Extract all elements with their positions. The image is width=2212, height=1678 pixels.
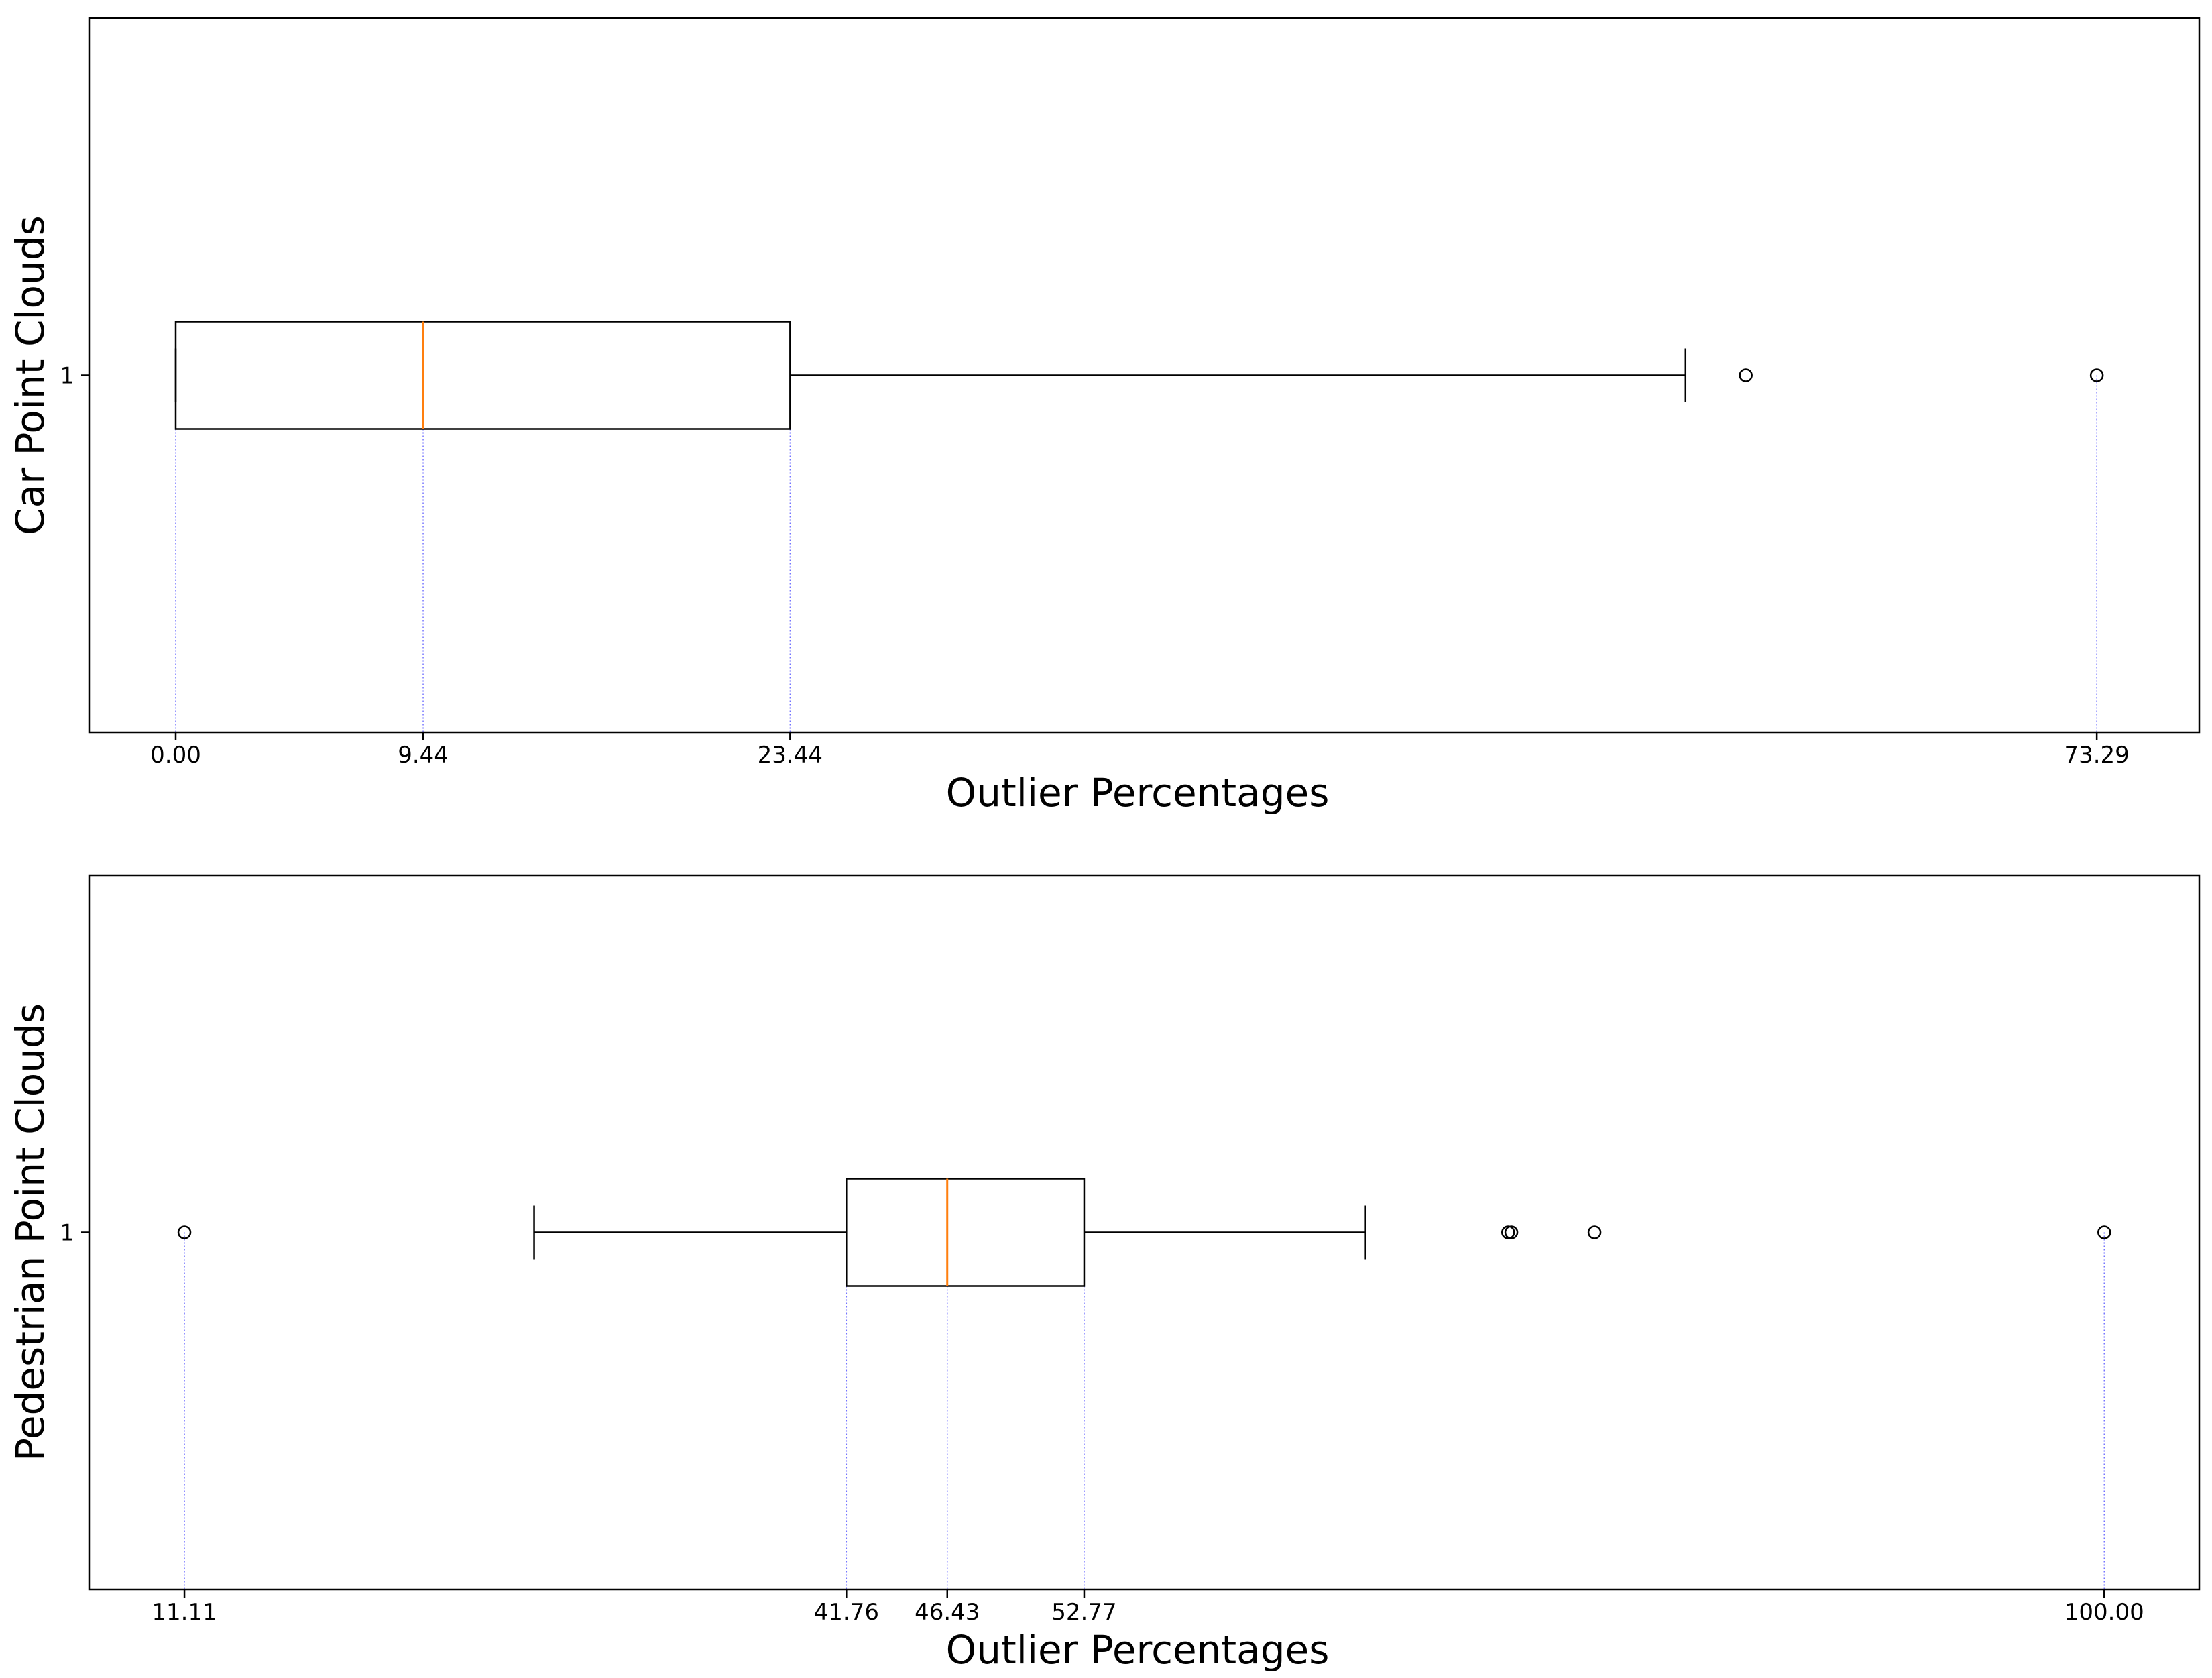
- pedestrian-outlier-point: [1587, 1225, 1602, 1239]
- car-x-axis-label: Outlier Percentages: [946, 770, 1330, 816]
- pedestrian-x-tick-label: 41.76: [814, 1599, 879, 1626]
- car-x-tick-label: 23.44: [758, 742, 823, 769]
- pedestrian-outlier-point: [1504, 1225, 1519, 1239]
- pedestrian-x-axis-label: Outlier Percentages: [946, 1627, 1330, 1673]
- car-boxplot-panel: 0.00 9.44 23.44 73.29 1 Outlier Percentages Ca…: [7, 17, 2201, 816]
- car-outlier-point: [1739, 368, 1753, 382]
- car-outlier-point: [2089, 368, 2104, 382]
- car-x-tick-label: 73.29: [2064, 742, 2129, 769]
- pedestrian-x-tick-label: 11.11: [152, 1599, 217, 1626]
- pedestrian-x-tick-label: 100.00: [2064, 1599, 2144, 1626]
- pedestrian-outlier-point: [177, 1225, 192, 1239]
- pedestrian-outlier-point: [2097, 1225, 2111, 1239]
- car-y-axis-label: Car Point Clouds: [7, 215, 53, 535]
- car-x-tick-label: 9.44: [398, 742, 449, 769]
- pedestrian-iqr-box: [846, 1178, 1086, 1287]
- pedestrian-x-tick-label: 52.77: [1051, 1599, 1116, 1626]
- pedestrian-y-axis-label: Pedestrian Point Clouds: [7, 1003, 53, 1461]
- pedestrian-y-tick-label: 1: [60, 1220, 74, 1247]
- pedestrian-x-tick-label: 46.43: [915, 1599, 980, 1626]
- car-x-tick-label: 0.00: [150, 742, 201, 769]
- car-y-tick-label: 1: [60, 363, 74, 390]
- pedestrian-boxplot-panel: 11.11 41.76 46.43 52.77 100.00 1 Outlier Perce…: [7, 874, 2201, 1673]
- car-iqr-box: [174, 321, 791, 430]
